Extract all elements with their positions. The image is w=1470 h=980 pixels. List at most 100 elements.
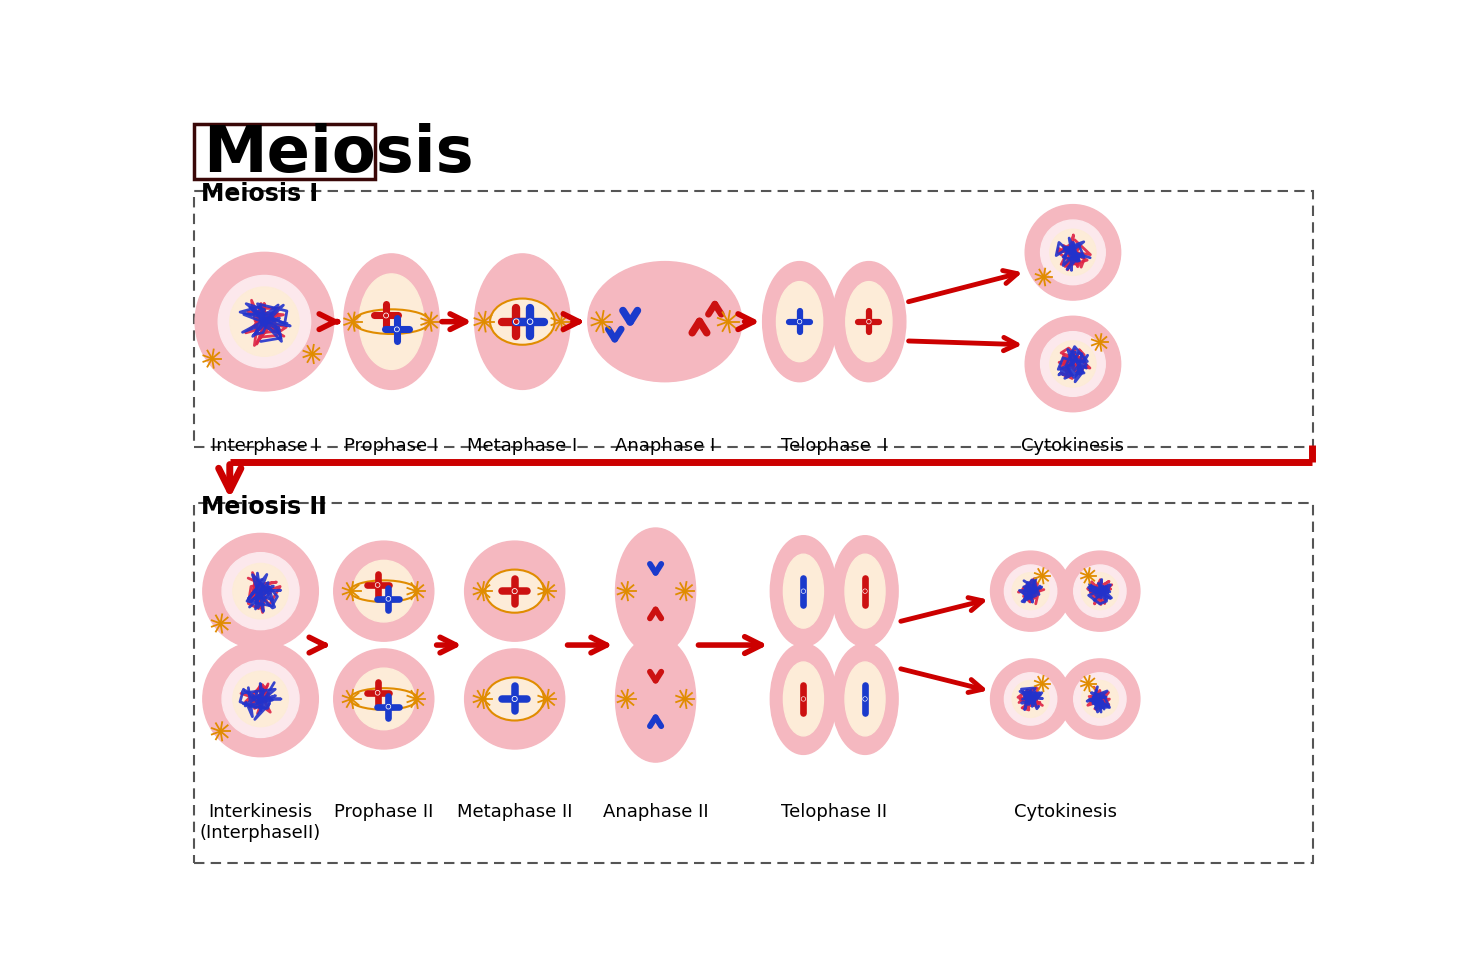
Ellipse shape	[832, 262, 906, 381]
Circle shape	[1082, 680, 1119, 717]
Circle shape	[375, 583, 379, 587]
Circle shape	[513, 698, 516, 701]
Circle shape	[375, 691, 379, 695]
Text: Meiosis II: Meiosis II	[201, 495, 328, 519]
Circle shape	[376, 692, 379, 694]
Circle shape	[801, 697, 806, 701]
Circle shape	[863, 697, 867, 701]
FancyBboxPatch shape	[194, 503, 1313, 863]
Circle shape	[384, 314, 388, 318]
Circle shape	[1004, 672, 1057, 725]
Ellipse shape	[784, 662, 823, 736]
Circle shape	[334, 541, 434, 641]
Circle shape	[801, 589, 806, 593]
Circle shape	[798, 320, 801, 322]
Circle shape	[387, 598, 390, 600]
Circle shape	[1004, 564, 1057, 617]
Circle shape	[1011, 572, 1050, 610]
Text: Cytokinesis: Cytokinesis	[1022, 437, 1125, 455]
Text: Telophase II: Telophase II	[781, 803, 888, 821]
Text: Anaphase II: Anaphase II	[603, 803, 709, 821]
Circle shape	[395, 327, 398, 331]
Text: Meiosis I: Meiosis I	[201, 181, 319, 206]
Circle shape	[232, 564, 288, 619]
Circle shape	[528, 319, 532, 324]
Ellipse shape	[770, 536, 836, 647]
Circle shape	[353, 668, 415, 730]
Ellipse shape	[475, 254, 570, 389]
Text: Interkinesis
(InterphaseII): Interkinesis (InterphaseII)	[200, 803, 322, 842]
Circle shape	[232, 671, 288, 727]
Ellipse shape	[776, 281, 823, 362]
Circle shape	[528, 320, 532, 323]
Circle shape	[203, 533, 319, 649]
Circle shape	[376, 584, 379, 586]
Circle shape	[863, 589, 867, 593]
Ellipse shape	[344, 254, 440, 389]
Text: Prophase II: Prophase II	[334, 803, 434, 821]
Circle shape	[798, 319, 801, 323]
Text: Anaphase I: Anaphase I	[614, 437, 714, 455]
Circle shape	[513, 590, 516, 593]
Circle shape	[1050, 341, 1097, 387]
Circle shape	[514, 320, 517, 323]
Circle shape	[513, 319, 519, 324]
Circle shape	[218, 275, 310, 368]
Ellipse shape	[616, 636, 695, 762]
Ellipse shape	[588, 262, 742, 381]
Circle shape	[465, 541, 564, 641]
Circle shape	[1082, 572, 1119, 610]
Ellipse shape	[845, 662, 885, 736]
Ellipse shape	[845, 281, 892, 362]
Circle shape	[465, 649, 564, 749]
Circle shape	[864, 590, 866, 592]
Circle shape	[513, 589, 517, 594]
Circle shape	[1050, 229, 1097, 275]
Ellipse shape	[845, 555, 885, 628]
Ellipse shape	[359, 273, 423, 369]
Text: Telophase  I: Telophase I	[781, 437, 888, 455]
Text: Metaphase II: Metaphase II	[457, 803, 572, 821]
Text: Cytokinesis: Cytokinesis	[1014, 803, 1117, 821]
Circle shape	[1073, 672, 1126, 725]
Text: Metaphase I: Metaphase I	[467, 437, 578, 455]
Circle shape	[513, 697, 517, 702]
Ellipse shape	[485, 677, 544, 720]
Circle shape	[222, 553, 298, 629]
Circle shape	[1060, 659, 1139, 739]
Circle shape	[222, 661, 298, 737]
Ellipse shape	[784, 555, 823, 628]
Circle shape	[334, 649, 434, 749]
Circle shape	[387, 706, 390, 708]
Circle shape	[353, 561, 415, 622]
Ellipse shape	[832, 644, 898, 755]
FancyBboxPatch shape	[194, 191, 1313, 447]
Text: Meiosis: Meiosis	[203, 122, 473, 185]
Ellipse shape	[763, 262, 836, 381]
FancyBboxPatch shape	[194, 123, 375, 179]
Circle shape	[229, 287, 298, 357]
Circle shape	[867, 319, 870, 323]
Circle shape	[395, 328, 398, 330]
Circle shape	[1041, 220, 1105, 284]
Text: Interphase I: Interphase I	[210, 437, 319, 455]
Circle shape	[803, 698, 804, 700]
Circle shape	[1060, 551, 1139, 631]
Ellipse shape	[490, 299, 554, 345]
Text: Prophase I: Prophase I	[344, 437, 438, 455]
Ellipse shape	[832, 536, 898, 647]
Circle shape	[1011, 680, 1050, 717]
Circle shape	[803, 590, 804, 592]
Circle shape	[1073, 564, 1126, 617]
Circle shape	[867, 320, 870, 322]
Circle shape	[203, 641, 319, 757]
Circle shape	[1041, 331, 1105, 396]
Circle shape	[387, 705, 391, 709]
Circle shape	[1025, 205, 1120, 300]
Circle shape	[991, 659, 1070, 739]
Ellipse shape	[485, 569, 544, 612]
Circle shape	[196, 252, 334, 391]
Ellipse shape	[616, 528, 695, 655]
Ellipse shape	[770, 644, 836, 755]
Circle shape	[864, 698, 866, 700]
